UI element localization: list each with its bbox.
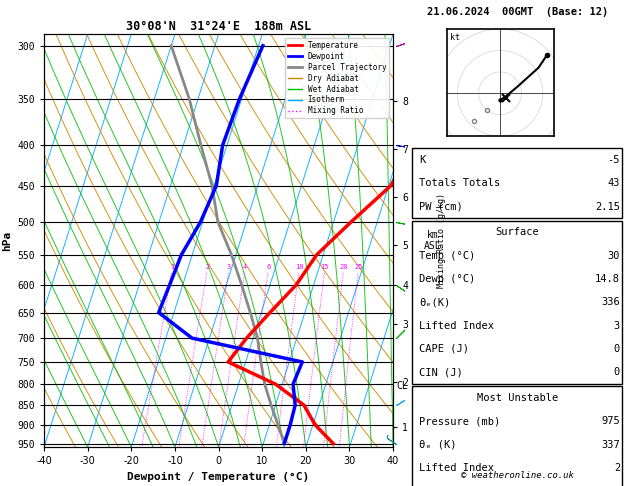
Text: 10: 10 — [295, 264, 303, 270]
Text: CAPE (J): CAPE (J) — [419, 344, 469, 354]
Text: θₑ(K): θₑ(K) — [419, 297, 450, 307]
Bar — [413, 148, 622, 218]
Bar — [413, 386, 622, 486]
Text: 6: 6 — [266, 264, 270, 270]
Text: 2: 2 — [205, 264, 209, 270]
Text: 20: 20 — [339, 264, 348, 270]
Text: K: K — [419, 155, 425, 165]
Text: 43: 43 — [608, 178, 620, 188]
Title: 30°08'N  31°24'E  188m ASL: 30°08'N 31°24'E 188m ASL — [126, 20, 311, 33]
Y-axis label: km
ASL: km ASL — [424, 230, 442, 251]
Text: CL: CL — [397, 382, 408, 391]
Bar — [413, 221, 622, 384]
Text: Dewp (°C): Dewp (°C) — [419, 274, 476, 284]
Text: 3: 3 — [614, 321, 620, 330]
Text: -5: -5 — [608, 155, 620, 165]
Text: 30: 30 — [608, 251, 620, 260]
Text: 21.06.2024  00GMT  (Base: 12): 21.06.2024 00GMT (Base: 12) — [426, 7, 608, 17]
Legend: Temperature, Dewpoint, Parcel Trajectory, Dry Adiabat, Wet Adiabat, Isotherm, Mi: Temperature, Dewpoint, Parcel Trajectory… — [285, 38, 389, 119]
Text: Mixing Ratio (g/kg): Mixing Ratio (g/kg) — [438, 193, 447, 288]
Text: 2: 2 — [614, 463, 620, 473]
Text: Temp (°C): Temp (°C) — [419, 251, 476, 260]
Text: CIN (J): CIN (J) — [419, 367, 463, 377]
Text: 0: 0 — [614, 367, 620, 377]
Text: 2.15: 2.15 — [595, 202, 620, 211]
Text: Surface: Surface — [496, 227, 539, 237]
Text: 15: 15 — [320, 264, 329, 270]
Text: 4: 4 — [243, 264, 247, 270]
Text: © weatheronline.co.uk: © weatheronline.co.uk — [461, 471, 574, 480]
Text: 1: 1 — [170, 264, 174, 270]
Text: θₑ (K): θₑ (K) — [419, 440, 457, 450]
Text: 3: 3 — [227, 264, 231, 270]
Y-axis label: hPa: hPa — [2, 230, 12, 251]
Text: 336: 336 — [601, 297, 620, 307]
Text: 0: 0 — [614, 344, 620, 354]
Text: Most Unstable: Most Unstable — [477, 393, 558, 403]
Text: kt: kt — [450, 34, 460, 42]
X-axis label: Dewpoint / Temperature (°C): Dewpoint / Temperature (°C) — [128, 472, 309, 482]
Text: Lifted Index: Lifted Index — [419, 321, 494, 330]
Text: 25: 25 — [354, 264, 362, 270]
Text: 975: 975 — [601, 417, 620, 426]
Text: Lifted Index: Lifted Index — [419, 463, 494, 473]
Text: PW (cm): PW (cm) — [419, 202, 463, 211]
Text: Totals Totals: Totals Totals — [419, 178, 500, 188]
Text: Pressure (mb): Pressure (mb) — [419, 417, 500, 426]
Text: 14.8: 14.8 — [595, 274, 620, 284]
Text: 337: 337 — [601, 440, 620, 450]
